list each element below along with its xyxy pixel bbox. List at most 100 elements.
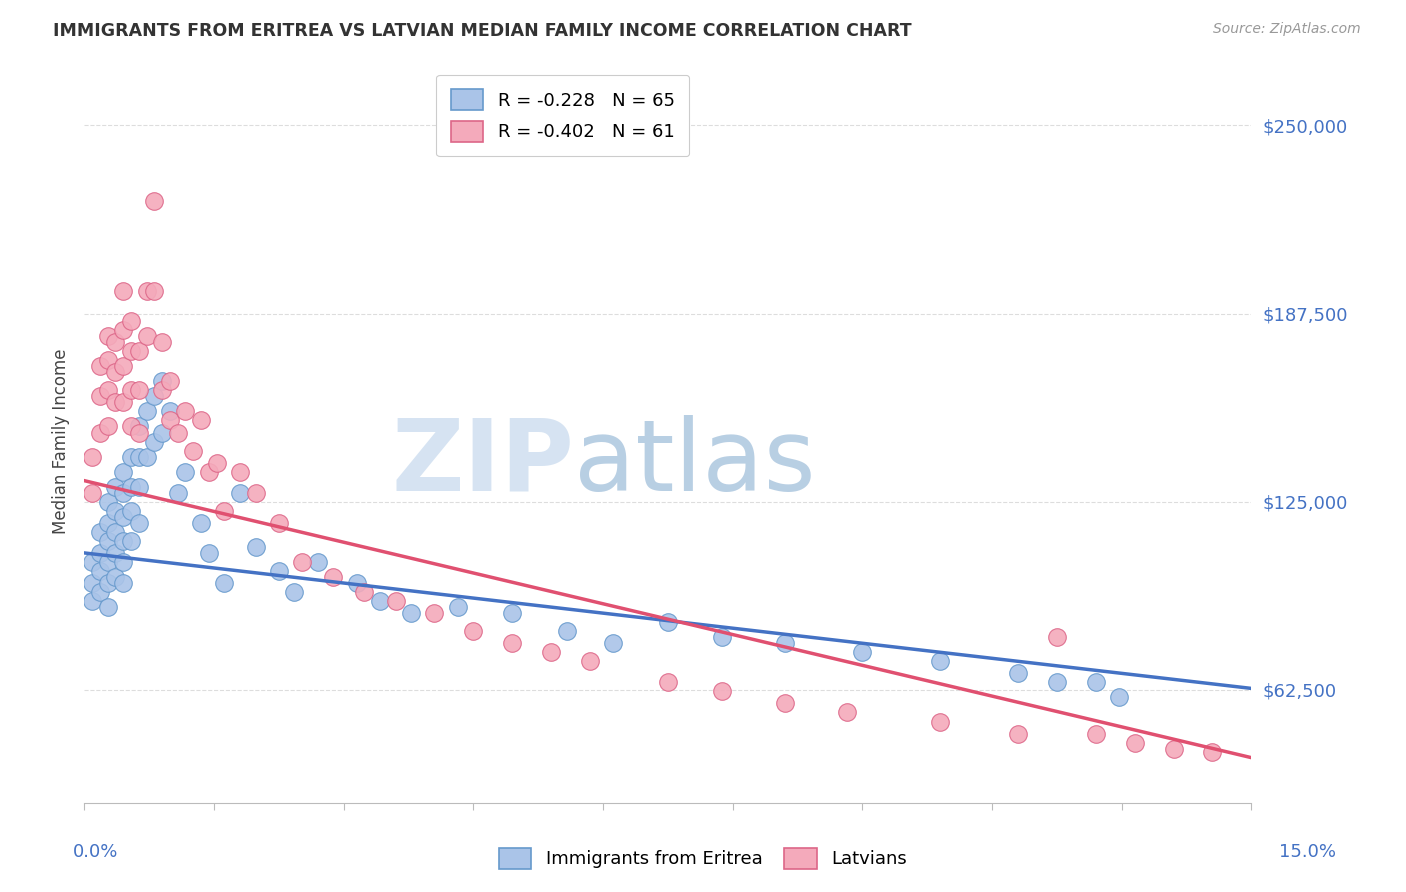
Point (128, 419, 150, 434)
Point (135, 404, 157, 418)
Point (711, 630, 734, 644)
Point (159, 375, 181, 389)
Point (89, 425, 111, 440)
Point (104, 546, 127, 560)
Point (135, 450, 157, 464)
Point (97, 353, 120, 368)
Point (174, 465, 197, 479)
Text: IMMIGRANTS FROM ERITREA VS LATVIAN MEDIAN FAMILY INCOME CORRELATION CHART: IMMIGRANTS FROM ERITREA VS LATVIAN MEDIA… (53, 22, 912, 40)
Y-axis label: Median Family Income: Median Family Income (52, 349, 70, 534)
Point (112, 465, 135, 479)
Point (929, 654, 952, 668)
Point (346, 576, 368, 591)
Point (112, 509, 135, 524)
Point (579, 654, 602, 668)
Point (399, 606, 422, 620)
Point (657, 615, 679, 630)
Point (89, 585, 111, 599)
Point (112, 555, 135, 569)
Point (307, 555, 329, 569)
Point (322, 570, 344, 584)
Point (97, 384, 120, 398)
Point (150, 375, 173, 389)
Point (128, 516, 150, 530)
Point (82, 485, 104, 500)
Point (89, 564, 111, 578)
Point (89, 389, 111, 403)
Point (1123, 735, 1146, 749)
Point (190, 413, 212, 427)
Point (166, 485, 188, 500)
Point (198, 465, 221, 479)
Point (229, 485, 252, 500)
Point (1084, 726, 1107, 740)
Point (929, 714, 952, 729)
Point (104, 480, 127, 494)
Point (159, 404, 181, 418)
Point (291, 555, 314, 569)
Point (120, 504, 142, 518)
Point (97, 516, 120, 530)
Point (120, 533, 142, 548)
Point (104, 504, 127, 518)
Point (128, 384, 150, 398)
Point (97, 494, 120, 508)
Point (82, 576, 104, 591)
Point (851, 645, 873, 659)
Point (112, 284, 135, 298)
Point (1007, 726, 1029, 740)
Point (214, 576, 236, 591)
Point (120, 480, 142, 494)
Point (245, 485, 267, 500)
Point (120, 419, 142, 434)
Point (1007, 666, 1029, 681)
Point (97, 576, 120, 591)
Point (97, 533, 120, 548)
Point (143, 389, 166, 403)
Point (143, 434, 166, 449)
Point (104, 524, 127, 539)
Point (143, 284, 166, 298)
Point (128, 450, 150, 464)
Point (1084, 675, 1107, 690)
Point (384, 594, 406, 608)
Point (773, 697, 796, 711)
Point (501, 606, 523, 620)
Point (150, 384, 173, 398)
Point (97, 555, 120, 569)
Point (205, 456, 228, 470)
Point (368, 594, 391, 608)
Text: atlas: atlas (575, 415, 815, 512)
Point (112, 323, 135, 337)
Point (120, 384, 142, 398)
Point (112, 485, 135, 500)
Legend: R = -0.228   N = 65, R = -0.402   N = 61: R = -0.228 N = 65, R = -0.402 N = 61 (436, 75, 689, 156)
Point (82, 450, 104, 464)
Point (128, 425, 150, 440)
Point (128, 344, 150, 359)
Point (112, 395, 135, 409)
Point (135, 284, 157, 298)
Point (283, 585, 305, 599)
Point (97, 419, 120, 434)
Point (267, 564, 290, 578)
Point (835, 706, 858, 720)
Point (229, 465, 252, 479)
Point (104, 365, 127, 379)
Point (143, 194, 166, 208)
Point (711, 684, 734, 698)
Text: ZIP: ZIP (392, 415, 575, 512)
Point (112, 359, 135, 374)
Point (112, 533, 135, 548)
Point (97, 329, 120, 343)
Point (602, 636, 624, 650)
Point (135, 329, 157, 343)
Point (150, 335, 173, 350)
Point (120, 450, 142, 464)
Point (97, 600, 120, 615)
Point (120, 314, 142, 328)
Point (82, 594, 104, 608)
Point (190, 516, 212, 530)
Point (150, 425, 173, 440)
Point (1108, 690, 1130, 705)
